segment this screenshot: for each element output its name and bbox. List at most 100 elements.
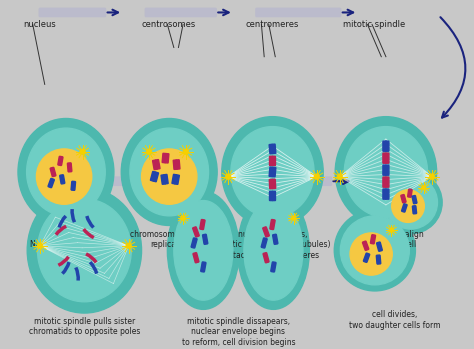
Ellipse shape [27,188,142,313]
FancyBboxPatch shape [364,253,370,262]
FancyBboxPatch shape [172,174,177,184]
Ellipse shape [344,127,428,217]
FancyBboxPatch shape [175,175,179,184]
FancyBboxPatch shape [377,242,382,251]
FancyBboxPatch shape [39,8,106,17]
Text: chromosomes (DNA)
replicates: chromosomes (DNA) replicates [130,230,209,250]
FancyBboxPatch shape [272,156,275,165]
Text: mitotic spindle pulls sister
chromatids to opposite poles: mitotic spindle pulls sister chromatids … [29,317,140,336]
Circle shape [36,149,92,204]
Text: cell divides,
two daughter cells form: cell divides, two daughter cells form [349,310,441,330]
FancyBboxPatch shape [200,220,205,230]
FancyBboxPatch shape [386,165,389,175]
FancyBboxPatch shape [376,255,381,264]
Circle shape [384,176,438,229]
FancyBboxPatch shape [173,160,177,169]
Circle shape [380,171,442,234]
FancyBboxPatch shape [272,168,276,177]
FancyBboxPatch shape [269,144,273,154]
Circle shape [183,149,189,155]
Circle shape [340,216,410,285]
FancyBboxPatch shape [99,177,161,185]
FancyBboxPatch shape [383,141,386,151]
FancyBboxPatch shape [193,227,199,237]
Circle shape [226,174,231,179]
FancyBboxPatch shape [263,227,269,237]
Circle shape [429,174,435,179]
FancyBboxPatch shape [269,179,273,189]
Text: chromosomes align
at center of cell: chromosomes align at center of cell [348,230,423,250]
FancyBboxPatch shape [60,175,65,184]
FancyBboxPatch shape [386,189,389,199]
Text: mitotic spindle: mitotic spindle [343,20,405,29]
FancyBboxPatch shape [288,177,331,185]
FancyBboxPatch shape [164,174,168,184]
Ellipse shape [237,191,310,309]
Circle shape [146,149,152,155]
Text: mitotic spindle dissapears,
nuclear envelope begins
to reform, cell division beg: mitotic spindle dissapears, nuclear enve… [182,317,295,347]
FancyBboxPatch shape [272,191,275,201]
Ellipse shape [222,117,323,227]
FancyBboxPatch shape [202,234,208,244]
Text: diploid cell
N=3 chromosomes: diploid cell N=3 chromosomes [29,230,102,250]
FancyBboxPatch shape [386,153,389,163]
Ellipse shape [18,119,114,225]
FancyBboxPatch shape [386,177,389,187]
Ellipse shape [244,201,303,300]
FancyBboxPatch shape [263,253,269,263]
FancyBboxPatch shape [383,153,386,163]
FancyBboxPatch shape [386,141,389,151]
FancyBboxPatch shape [401,204,407,212]
FancyBboxPatch shape [193,253,199,263]
FancyBboxPatch shape [155,159,160,169]
FancyBboxPatch shape [161,175,165,184]
Ellipse shape [167,191,239,309]
FancyBboxPatch shape [256,8,341,17]
FancyBboxPatch shape [153,160,157,170]
Circle shape [126,243,131,248]
FancyBboxPatch shape [67,163,72,172]
FancyBboxPatch shape [58,156,63,165]
Ellipse shape [130,128,209,216]
FancyBboxPatch shape [176,160,180,169]
Circle shape [337,174,343,179]
FancyBboxPatch shape [273,234,278,244]
Text: nucleus dissolves,
mitotic spindle (microtubules)
attaches to centromeres: nucleus dissolves, mitotic spindle (micr… [215,230,330,260]
FancyBboxPatch shape [271,262,276,272]
Ellipse shape [27,128,105,216]
Circle shape [392,190,424,222]
Text: centromeres: centromeres [246,20,299,29]
FancyBboxPatch shape [150,171,156,181]
FancyBboxPatch shape [261,238,267,248]
Circle shape [421,185,426,190]
FancyBboxPatch shape [270,191,273,201]
Ellipse shape [37,199,131,302]
Text: centrosomes: centrosomes [142,20,196,29]
FancyBboxPatch shape [383,177,386,187]
FancyBboxPatch shape [201,262,206,272]
Circle shape [389,228,393,232]
Circle shape [334,210,415,291]
FancyBboxPatch shape [162,153,166,163]
FancyBboxPatch shape [191,238,197,248]
Text: nucleus: nucleus [24,20,56,29]
FancyBboxPatch shape [50,168,56,177]
FancyBboxPatch shape [48,178,55,188]
Circle shape [314,174,319,179]
FancyBboxPatch shape [71,181,75,190]
FancyBboxPatch shape [153,172,158,182]
Ellipse shape [121,119,217,225]
Circle shape [80,149,85,155]
FancyBboxPatch shape [272,179,276,188]
FancyBboxPatch shape [145,8,216,17]
FancyBboxPatch shape [269,167,273,177]
FancyBboxPatch shape [270,220,275,230]
Circle shape [142,149,197,204]
FancyBboxPatch shape [165,154,169,163]
Ellipse shape [335,117,437,227]
Circle shape [292,216,296,220]
FancyBboxPatch shape [383,189,386,199]
FancyBboxPatch shape [408,189,412,197]
FancyBboxPatch shape [270,156,273,165]
FancyBboxPatch shape [363,241,369,250]
